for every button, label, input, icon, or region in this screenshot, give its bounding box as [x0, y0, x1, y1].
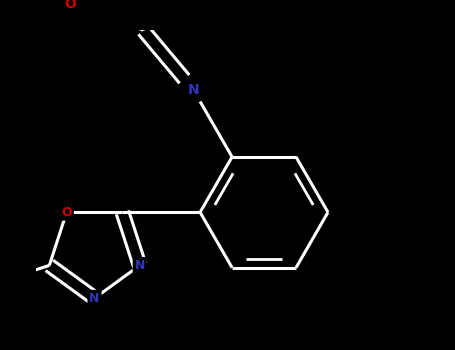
Text: N: N: [135, 259, 145, 272]
Text: N: N: [187, 83, 199, 97]
Text: O: O: [65, 0, 76, 10]
Text: O: O: [61, 206, 72, 219]
Text: N: N: [89, 292, 100, 305]
